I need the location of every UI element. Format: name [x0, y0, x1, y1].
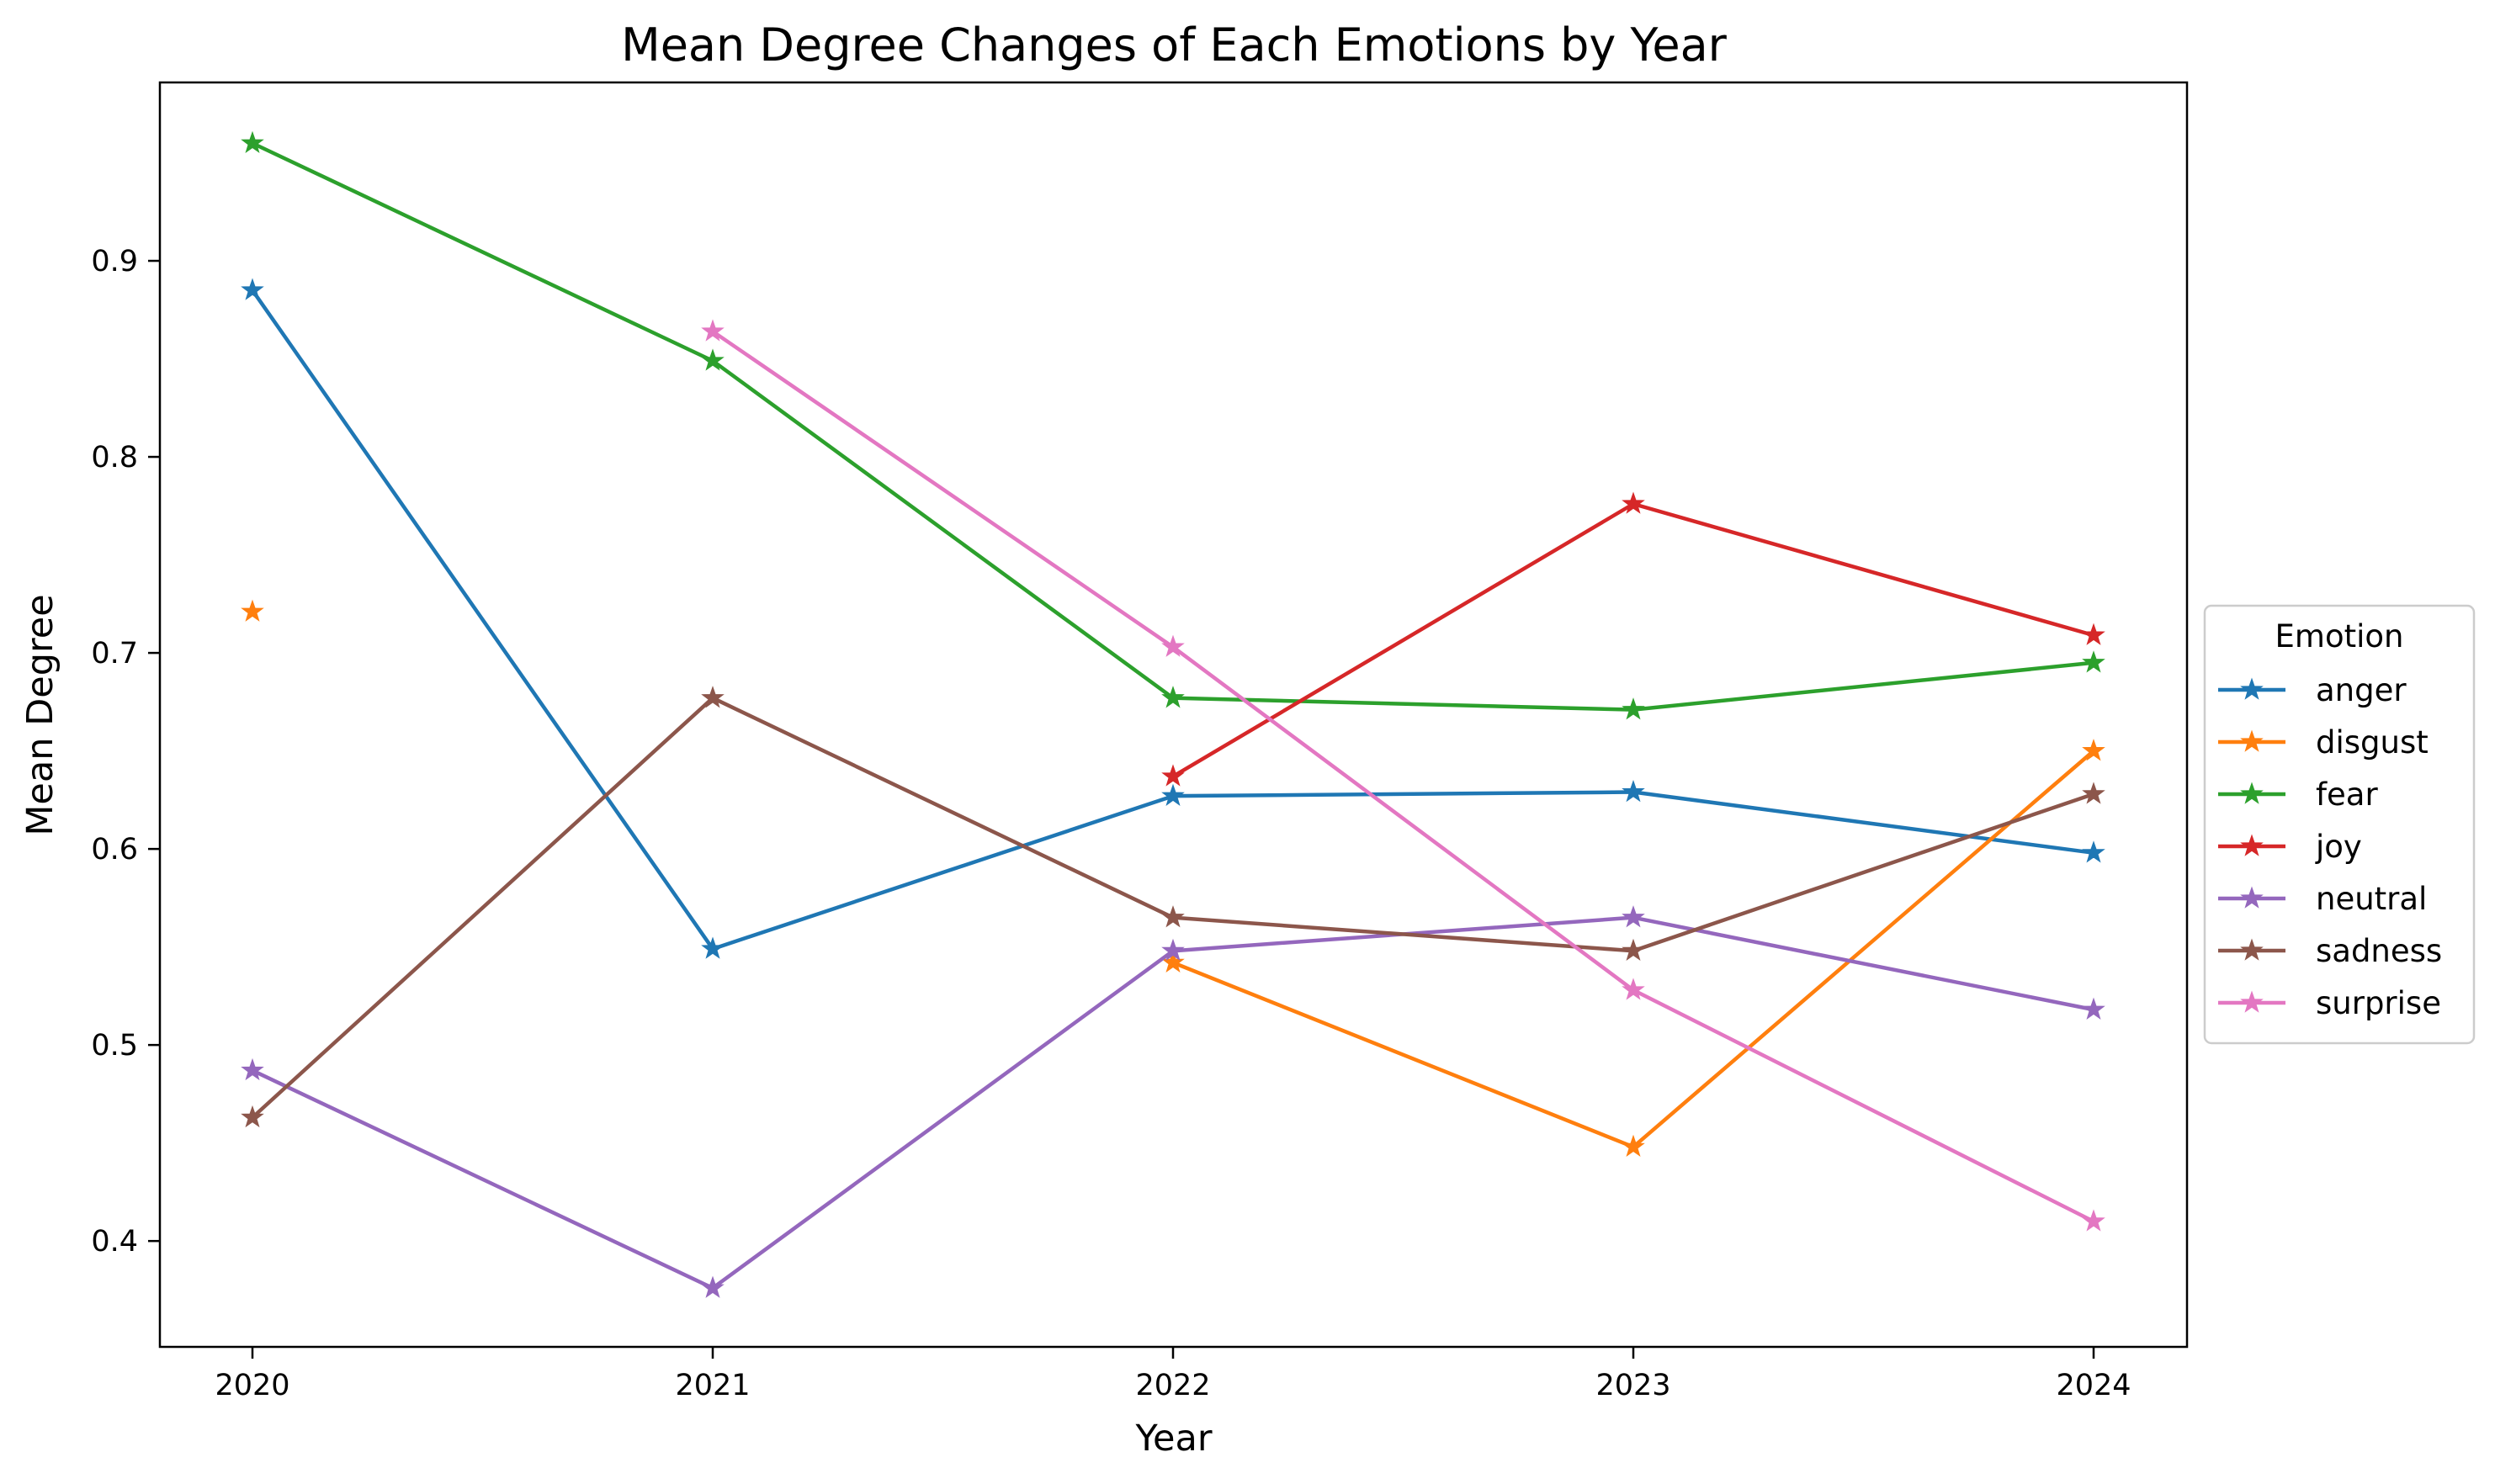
data-point-fear [241, 130, 264, 153]
x-tick-label: 2022 [1135, 1369, 1210, 1402]
legend-item-neutral: neutral [2218, 881, 2427, 917]
data-point-joy [1622, 491, 1645, 514]
data-point-sadness [701, 686, 725, 708]
data-point-sadness [1161, 905, 1185, 928]
legend-swatch-marker [2240, 782, 2264, 804]
series-line-neutral [250, 915, 2096, 1291]
y-axis-label: Mean Degree [19, 594, 61, 835]
y-tick-label: 0.4 [91, 1225, 138, 1259]
legend-label: surprise [2316, 985, 2441, 1021]
legend-label: neutral [2316, 881, 2427, 917]
legend-item-surprise: surprise [2218, 985, 2441, 1021]
data-point-surprise [701, 319, 725, 342]
series-sadness [241, 686, 2105, 1128]
legend-item-fear: fear [2218, 776, 2378, 813]
series-anger [241, 278, 2105, 959]
legend-swatch-marker [2240, 834, 2264, 856]
data-point-joy [2082, 623, 2105, 645]
data-point-neutral [701, 1275, 725, 1298]
y-tick-label: 0.7 [91, 637, 138, 670]
data-point-disgust [1622, 1134, 1645, 1158]
series-layer [241, 130, 2105, 1298]
legend-swatch-marker [2240, 729, 2264, 752]
series-fear [241, 130, 2105, 720]
plot-frame [158, 81, 2189, 1349]
legend: Emotion anger disgust fear joy neutral sadnes… [2203, 604, 2476, 1045]
data-point-neutral [1622, 905, 1645, 928]
data-point-disgust [2082, 739, 2105, 761]
data-point-fear [1161, 686, 1185, 708]
data-point-sadness [241, 1105, 264, 1128]
legend-swatch-marker [2240, 938, 2264, 961]
y-tick-label: 0.8 [91, 441, 138, 474]
y-tick-label: 0.6 [91, 833, 138, 867]
data-point-anger [1622, 780, 1645, 803]
legend-item-sadness: sadness [2218, 933, 2442, 969]
series-line-fear [250, 140, 2096, 712]
legend-item-joy: joy [2218, 829, 2362, 865]
legend-swatch-marker [2240, 990, 2264, 1013]
data-point-joy [1161, 764, 1185, 787]
data-point-sadness [2082, 782, 2105, 804]
legend-swatch-marker [2240, 886, 2264, 909]
data-point-neutral [2082, 997, 2105, 1020]
series-line-surprise [709, 328, 2097, 1224]
legend-swatch-marker [2240, 677, 2264, 700]
x-tick-label: 2021 [675, 1369, 750, 1402]
legend-frame [2203, 604, 2476, 1045]
series-joy [1161, 491, 2105, 787]
legend-label: fear [2316, 776, 2378, 813]
legend-label: sadness [2316, 933, 2442, 969]
series-line-joy [1170, 501, 2096, 779]
data-point-anger [1161, 783, 1185, 806]
series-neutral [241, 905, 2105, 1298]
series-line-anger [249, 287, 2096, 951]
data-point-fear [2082, 650, 2105, 673]
legend-title: Emotion [2275, 618, 2404, 655]
chart-title: Mean Degree Changes of Each Emotions by … [621, 19, 1728, 72]
data-point-neutral [241, 1057, 264, 1081]
y-axis: 0.4 0.5 0.6 0.7 0.8 0.9 [91, 245, 160, 1259]
x-axis-label: Year [1134, 1418, 1212, 1460]
x-tick-label: 2020 [215, 1369, 289, 1402]
data-point-anger [701, 936, 725, 959]
legend-label: disgust [2316, 724, 2429, 761]
x-axis: 2020 2021 2022 2023 2024 [215, 1347, 2131, 1402]
legend-item-anger: anger [2218, 672, 2407, 708]
data-point-surprise [1622, 978, 1645, 1000]
data-point-surprise [1161, 634, 1185, 657]
data-point-anger [241, 278, 264, 300]
data-point-surprise [2082, 1209, 2105, 1232]
data-point-anger [2082, 840, 2105, 863]
x-tick-label: 2023 [1595, 1369, 1670, 1402]
data-point-disgust [241, 599, 264, 622]
legend-label: anger [2316, 672, 2407, 708]
data-point-fear [701, 348, 725, 371]
series-disgust [241, 599, 2105, 1158]
series-surprise [701, 319, 2105, 1232]
data-point-sadness [1622, 938, 1645, 962]
y-tick-label: 0.5 [91, 1029, 138, 1063]
data-point-disgust [1161, 950, 1185, 973]
x-tick-label: 2024 [2056, 1369, 2131, 1402]
legend-item-disgust: disgust [2218, 724, 2429, 761]
data-point-neutral [1161, 938, 1185, 962]
legend-label: joy [2315, 829, 2362, 865]
y-tick-label: 0.9 [91, 245, 138, 278]
data-point-fear [1622, 697, 1645, 720]
